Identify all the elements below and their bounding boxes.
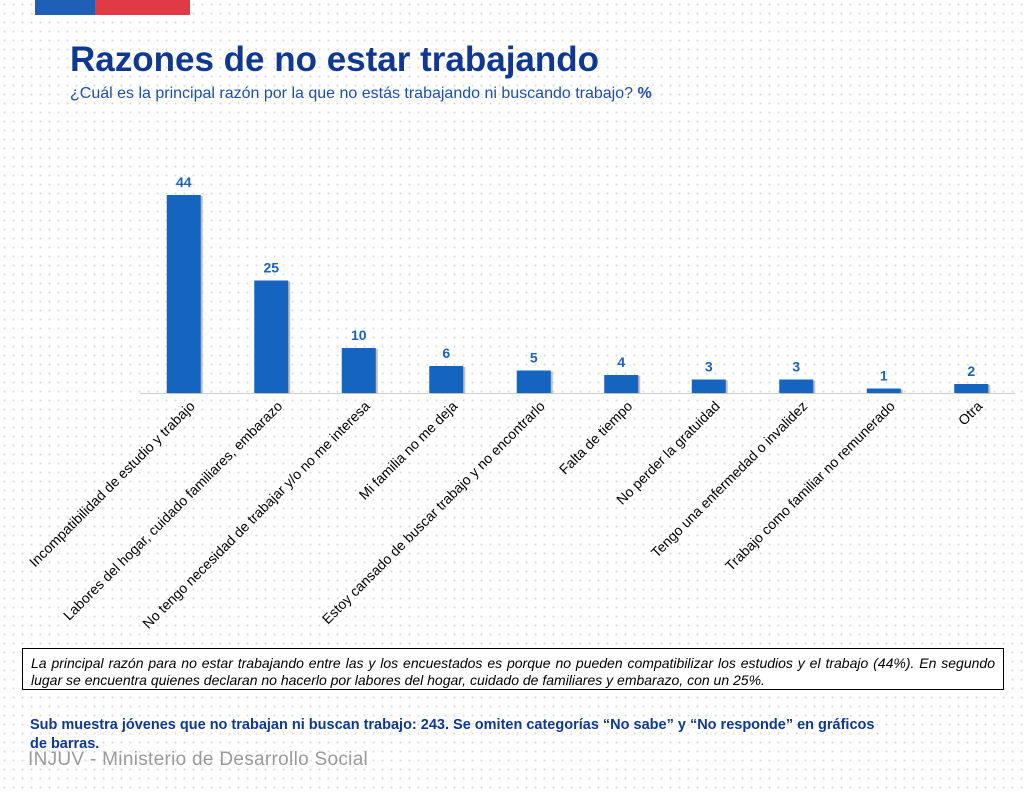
bar-3 [341, 348, 376, 393]
sample-footnote: Sub muestra jóvenes que no trabajan ni b… [30, 717, 875, 752]
data-label-10: 2 [967, 363, 975, 379]
data-label-6: 4 [617, 354, 625, 370]
data-label-9: 1 [880, 368, 888, 384]
flag-red-segment [95, 0, 190, 15]
subtitle-question: ¿Cuál es la principal razón por la que n… [70, 85, 634, 102]
subtitle-unit: % [637, 85, 652, 102]
bar-1 [166, 195, 201, 393]
bar-9 [866, 388, 901, 393]
category-label-8: Tengo una enfermedad o invalidez [648, 398, 811, 561]
category-label-10: Otra [955, 398, 986, 429]
category-label-4: Mi familia no me deja [356, 398, 461, 503]
flag-stripe [35, 0, 190, 15]
data-label-4: 6 [442, 345, 450, 361]
bar-2 [254, 280, 289, 393]
bar-chart: 44 Incompatibilidad de estudio y trabajo 2… [26, 174, 1015, 631]
data-label-8: 3 [792, 359, 800, 375]
footer-brand: INJUV - Ministerio de Desarrollo Social [28, 749, 369, 770]
data-label-1: 44 [176, 174, 192, 190]
data-label-2: 25 [263, 260, 279, 276]
data-label-7: 3 [705, 359, 713, 375]
summary-note: La principal razón para no estar trabaja… [22, 648, 1004, 690]
category-label-6: Falta de tiempo [556, 398, 636, 478]
bar-7 [691, 379, 726, 393]
bar-5 [516, 370, 551, 393]
bar-10 [954, 384, 989, 393]
data-label-3: 10 [351, 327, 367, 343]
bar-8 [779, 379, 814, 393]
category-label-1: Incompatibilidad de estudio y trabajo [26, 398, 198, 570]
page-title: Razones de no estar trabajando [70, 40, 600, 79]
bar-6 [604, 375, 639, 393]
page-subtitle: ¿Cuál es la principal razón por la que n… [70, 85, 652, 103]
flag-blue-segment [35, 0, 95, 15]
category-label-9: Trabajo como familiar no remunerado [722, 398, 898, 574]
bar-4 [429, 366, 464, 393]
data-label-5: 5 [530, 350, 538, 366]
